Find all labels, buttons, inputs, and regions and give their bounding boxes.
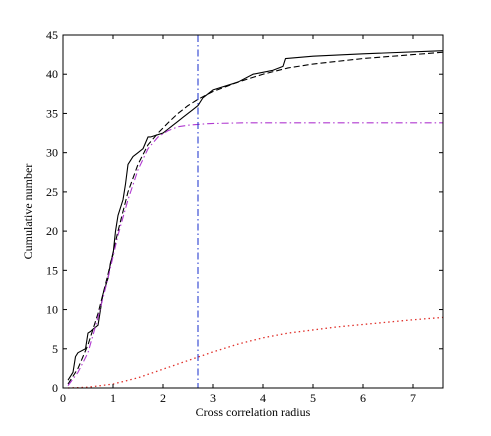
series-line-dashed: [67, 51, 444, 385]
series-layer: [67, 50, 444, 389]
x-tick-label: 1: [110, 391, 116, 405]
y-tick-label: 30: [46, 146, 58, 160]
y-axis-label: Cumulative number: [21, 164, 35, 260]
y-tick-label: 10: [46, 303, 58, 317]
y-tick-label: 5: [52, 342, 58, 356]
x-tick-label: 3: [210, 391, 216, 405]
series-line-dashdot: [67, 122, 443, 386]
x-axis-label: Cross correlation radius: [196, 405, 311, 419]
y-tick-label: 20: [46, 224, 58, 238]
x-tick-label: 0: [60, 391, 66, 405]
x-tick-label: 6: [360, 391, 366, 405]
series-line-solid: [67, 50, 444, 381]
x-tick-label: 5: [310, 391, 316, 405]
y-tick-label: 15: [46, 263, 58, 277]
y-tick-label: 35: [46, 106, 58, 120]
plot-frame: [62, 34, 444, 389]
x-tick-label: 4: [260, 391, 266, 405]
x-tick-label: 2: [160, 391, 166, 405]
y-tick-label: 40: [46, 67, 58, 81]
y-tick-label: 45: [46, 28, 58, 42]
y-tick-label: 0: [52, 381, 58, 395]
series-line-dotted: [67, 316, 444, 389]
y-tick-label: 25: [46, 185, 58, 199]
x-tick-label: 7: [410, 391, 416, 405]
